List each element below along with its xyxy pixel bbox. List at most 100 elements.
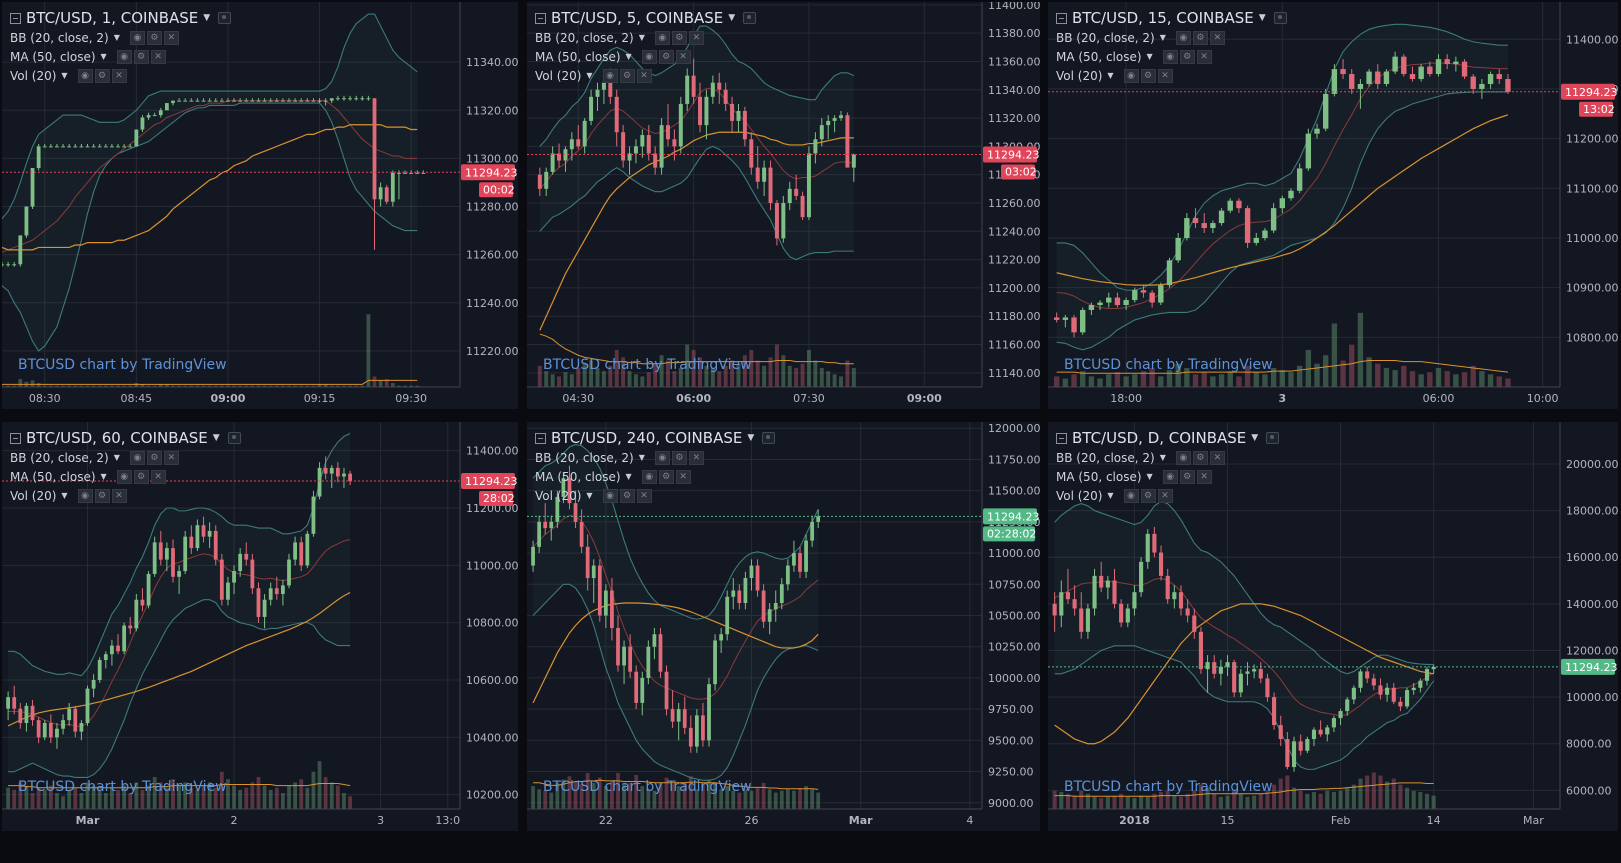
chart-title-row[interactable]: BTC/USD, 60, COINBASE ▼ <box>10 428 241 448</box>
settings-icon[interactable]: ⚙ <box>658 49 674 64</box>
dropdown-caret-icon[interactable]: ▼ <box>1146 472 1153 481</box>
indicator-vol[interactable]: Vol (20) ▼ ◉ ⚙ ✕ <box>535 486 775 505</box>
chart-panel[interactable]: 9000.00 9250.00 9500.00 9750.00 10000.00 1025… <box>527 422 1040 831</box>
collapse-icon[interactable] <box>535 432 546 444</box>
settings-icon[interactable]: ⚙ <box>1140 68 1156 83</box>
visibility-icon[interactable]: ◉ <box>602 488 618 503</box>
visibility-icon[interactable]: ◉ <box>116 49 132 64</box>
collapse-icon[interactable] <box>10 12 21 24</box>
settings-icon[interactable]: ⚙ <box>1179 49 1195 64</box>
dropdown-caret-icon[interactable]: ▼ <box>625 52 632 61</box>
dropdown-caret-icon[interactable]: ▼ <box>1251 433 1259 443</box>
indicator-vol[interactable]: Vol (20) ▼ ◉ ⚙ ✕ <box>10 486 241 505</box>
indicator-ma[interactable]: MA (50, close) ▼ ◉ ⚙ ✕ <box>1056 467 1279 486</box>
tradingview-attribution-link[interactable]: BTCUSD chart by TradingView <box>543 357 752 373</box>
collapse-icon[interactable] <box>1056 12 1067 24</box>
collapse-icon[interactable] <box>1056 432 1067 444</box>
visibility-icon[interactable]: ◉ <box>602 68 618 83</box>
visibility-icon[interactable]: ◉ <box>641 469 657 484</box>
settings-icon[interactable]: ⚙ <box>671 30 687 45</box>
visibility-icon[interactable]: ◉ <box>116 469 132 484</box>
collapse-icon[interactable] <box>535 12 546 24</box>
indicator-ma[interactable]: MA (50, close) ▼ ◉ ⚙ ✕ <box>10 467 241 486</box>
tradingview-attribution-link[interactable]: BTCUSD chart by TradingView <box>18 779 227 795</box>
chart-title-row[interactable]: BTC/USD, 15, COINBASE ▼ <box>1056 8 1287 28</box>
close-icon[interactable]: ✕ <box>688 30 704 45</box>
indicator-ma[interactable]: MA (50, close) ▼ ◉ ⚙ ✕ <box>535 467 775 486</box>
visibility-icon[interactable]: ◉ <box>77 488 93 503</box>
dropdown-caret-icon[interactable]: ▼ <box>747 433 755 443</box>
settings-icon[interactable]: ⚙ <box>1140 488 1156 503</box>
settings-icon[interactable]: ⚙ <box>133 49 149 64</box>
tradingview-attribution-link[interactable]: BTCUSD chart by TradingView <box>543 779 752 795</box>
dropdown-caret-icon[interactable]: ▼ <box>61 491 68 500</box>
settings-icon[interactable]: ⚙ <box>133 469 149 484</box>
settings-icon[interactable]: ⚙ <box>1192 450 1208 465</box>
indicator-ma[interactable]: MA (50, close) ▼ ◉ ⚙ ✕ <box>535 47 756 66</box>
settings-icon[interactable]: ⚙ <box>658 469 674 484</box>
close-icon[interactable]: ✕ <box>1196 469 1212 484</box>
chart-panel[interactable]: 11220.00 11240.00 11260.00 11280.00 11300.00… <box>2 2 518 409</box>
visibility-icon[interactable]: ◉ <box>129 450 145 465</box>
dropdown-caret-icon[interactable]: ▼ <box>1258 13 1266 23</box>
settings-icon[interactable]: ⚙ <box>619 68 635 83</box>
indicator-vol[interactable]: Vol (20) ▼ ◉ ⚙ ✕ <box>10 66 231 85</box>
dropdown-caret-icon[interactable]: ▼ <box>625 472 632 481</box>
visibility-icon[interactable] <box>743 12 757 24</box>
tradingview-attribution-link[interactable]: BTCUSD chart by TradingView <box>1064 779 1273 795</box>
close-icon[interactable]: ✕ <box>163 450 179 465</box>
visibility-icon[interactable] <box>1273 12 1287 24</box>
visibility-icon[interactable]: ◉ <box>1123 68 1139 83</box>
settings-icon[interactable]: ⚙ <box>94 68 110 83</box>
dropdown-caret-icon[interactable]: ▼ <box>61 71 68 80</box>
chart-title-row[interactable]: BTC/USD, 5, COINBASE ▼ <box>535 8 757 28</box>
visibility-icon[interactable]: ◉ <box>641 49 657 64</box>
close-icon[interactable]: ✕ <box>688 450 704 465</box>
visibility-icon[interactable]: ◉ <box>1175 30 1191 45</box>
tradingview-attribution-link[interactable]: BTCUSD chart by TradingView <box>18 357 227 373</box>
chart-canvas[interactable]: 10800.00 10900.00 11000.00 11100.00 11200.00… <box>1048 2 1618 409</box>
indicator-bb[interactable]: BB (20, close, 2) ▼ ◉ ⚙ ✕ <box>535 28 756 47</box>
dropdown-caret-icon[interactable]: ▼ <box>1159 33 1166 42</box>
dropdown-caret-icon[interactable]: ▼ <box>212 433 220 443</box>
settings-icon[interactable]: ⚙ <box>146 30 162 45</box>
visibility-icon[interactable]: ◉ <box>77 68 93 83</box>
chart-canvas[interactable]: 10200.00 10400.00 10600.00 10800.00 11000.00… <box>2 422 518 831</box>
close-icon[interactable]: ✕ <box>1196 49 1212 64</box>
visibility-icon[interactable] <box>227 432 241 444</box>
settings-icon[interactable]: ⚙ <box>146 450 162 465</box>
close-icon[interactable]: ✕ <box>1157 488 1173 503</box>
visibility-icon[interactable] <box>218 12 232 24</box>
settings-icon[interactable]: ⚙ <box>1192 30 1208 45</box>
visibility-icon[interactable] <box>762 432 776 444</box>
dropdown-caret-icon[interactable]: ▼ <box>1146 52 1153 61</box>
close-icon[interactable]: ✕ <box>1209 450 1225 465</box>
chart-panel[interactable]: 11140.00 11160.00 11180.00 11200.00 11220.00… <box>527 2 1040 409</box>
chart-title-row[interactable]: BTC/USD, D, COINBASE ▼ <box>1056 428 1280 448</box>
close-icon[interactable]: ✕ <box>675 469 691 484</box>
close-icon[interactable]: ✕ <box>163 30 179 45</box>
close-icon[interactable]: ✕ <box>150 469 166 484</box>
settings-icon[interactable]: ⚙ <box>1179 469 1195 484</box>
close-icon[interactable]: ✕ <box>1209 30 1225 45</box>
visibility-icon[interactable]: ◉ <box>654 450 670 465</box>
settings-icon[interactable]: ⚙ <box>619 488 635 503</box>
close-icon[interactable]: ✕ <box>636 488 652 503</box>
tradingview-attribution-link[interactable]: BTCUSD chart by TradingView <box>1064 357 1273 373</box>
indicator-ma[interactable]: MA (50, close) ▼ ◉ ⚙ ✕ <box>10 47 231 66</box>
collapse-icon[interactable] <box>10 432 21 444</box>
dropdown-caret-icon[interactable]: ▼ <box>100 472 107 481</box>
dropdown-caret-icon[interactable]: ▼ <box>1107 71 1114 80</box>
indicator-vol[interactable]: Vol (20) ▼ ◉ ⚙ ✕ <box>535 66 756 85</box>
visibility-icon[interactable]: ◉ <box>1162 49 1178 64</box>
indicator-bb[interactable]: BB (20, close, 2) ▼ ◉ ⚙ ✕ <box>10 448 241 467</box>
indicator-vol[interactable]: Vol (20) ▼ ◉ ⚙ ✕ <box>1056 486 1279 505</box>
dropdown-caret-icon[interactable]: ▼ <box>728 13 736 23</box>
dropdown-caret-icon[interactable]: ▼ <box>100 52 107 61</box>
dropdown-caret-icon[interactable]: ▼ <box>1107 491 1114 500</box>
visibility-icon[interactable] <box>1266 432 1280 444</box>
close-icon[interactable]: ✕ <box>111 488 127 503</box>
dropdown-caret-icon[interactable]: ▼ <box>586 71 593 80</box>
indicator-bb[interactable]: BB (20, close, 2) ▼ ◉ ⚙ ✕ <box>1056 28 1287 47</box>
chart-title-row[interactable]: BTC/USD, 240, COINBASE ▼ <box>535 428 776 448</box>
